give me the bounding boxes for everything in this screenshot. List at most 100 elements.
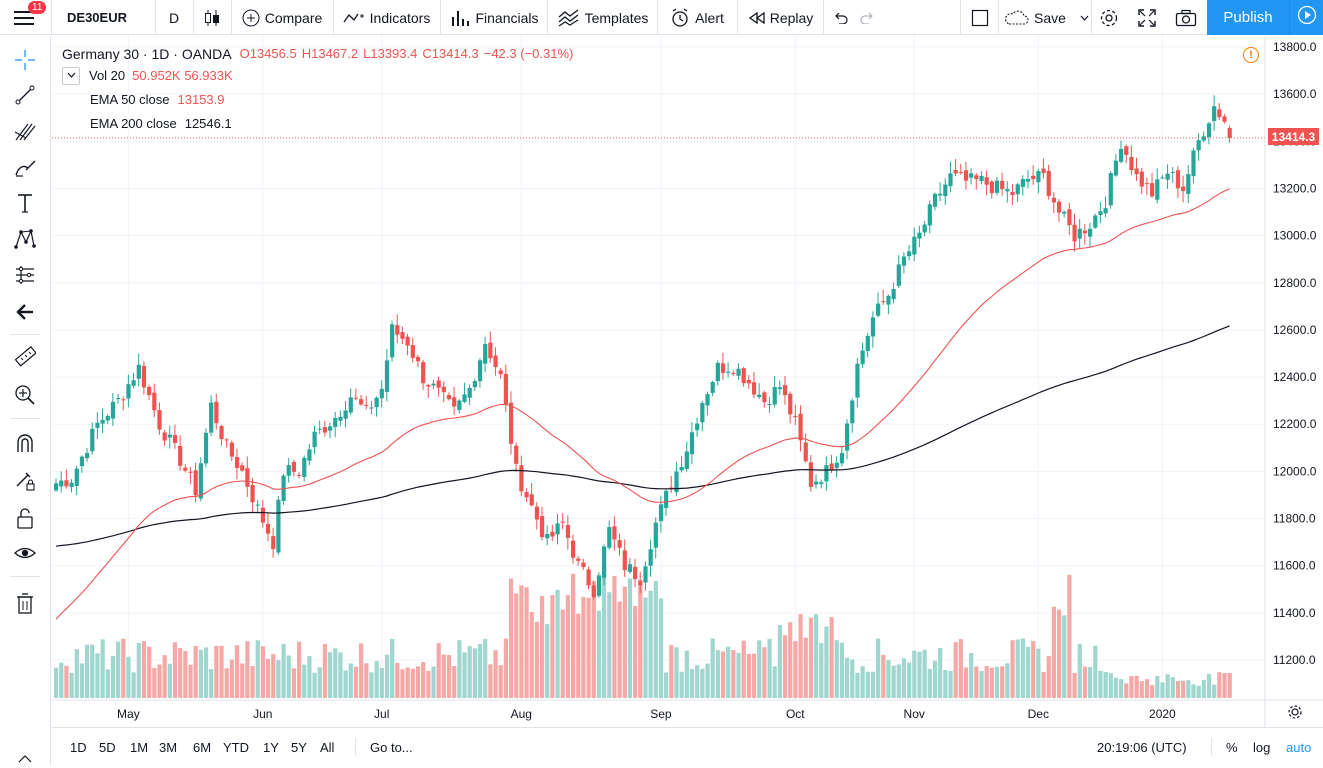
- volume-bar: [519, 585, 524, 698]
- templates-button[interactable]: Templates: [555, 0, 651, 35]
- volume-bar: [203, 647, 209, 698]
- candle-body: [581, 562, 586, 568]
- ema200-label[interactable]: EMA 200 close: [90, 116, 177, 131]
- auto-toggle[interactable]: auto: [1286, 728, 1311, 766]
- fibonacci-tool[interactable]: [11, 119, 39, 147]
- candle-body: [741, 368, 746, 384]
- legend-close: C13414.3: [422, 46, 479, 61]
- collapse-toolbar-button[interactable]: [11, 752, 39, 766]
- volume-bar: [974, 666, 979, 698]
- zoom-tool[interactable]: [11, 383, 39, 411]
- volume-bar: [700, 668, 705, 698]
- magnet-tool[interactable]: [11, 431, 39, 459]
- price-tick-label: 11200.0: [1273, 653, 1316, 667]
- candle-body: [343, 410, 348, 419]
- clock-display[interactable]: 20:19:06 (UTC): [1097, 728, 1187, 766]
- prediction-tool[interactable]: [11, 263, 39, 291]
- volume-bar: [198, 649, 203, 698]
- redo-button[interactable]: [857, 0, 879, 35]
- measure-lines-icon: [14, 264, 36, 291]
- brush-tool[interactable]: [11, 155, 39, 183]
- indicators-button[interactable]: Indicators: [340, 0, 433, 35]
- alert-button[interactable]: Alert: [664, 0, 730, 35]
- settings-button[interactable]: [1095, 0, 1123, 35]
- lock-all-tool[interactable]: [11, 506, 39, 534]
- volume-bar: [1041, 672, 1046, 698]
- clock-label: 20:19:06 (UTC): [1097, 739, 1187, 755]
- range-5d-button[interactable]: 5D: [99, 728, 116, 766]
- visibility-tool[interactable]: [11, 541, 39, 569]
- candle-body: [948, 173, 953, 187]
- log-toggle[interactable]: log: [1253, 728, 1270, 766]
- volume-bar: [54, 667, 59, 698]
- ema50-label[interactable]: EMA 50 close: [90, 92, 170, 107]
- volume-bar: [1015, 639, 1020, 698]
- price-tick-label: 12600.0: [1273, 323, 1317, 337]
- publish-button[interactable]: Publish: [1207, 0, 1289, 35]
- trend-line-tool[interactable]: [11, 83, 39, 111]
- rewind-icon: [748, 11, 765, 24]
- save-button[interactable]: Save: [1004, 0, 1089, 35]
- candle-body: [1160, 177, 1165, 179]
- candle-body: [627, 564, 633, 572]
- time-axis[interactable]: May Jun Jul Aug Sep Oct Nov Dec 2020: [117, 707, 1176, 721]
- snapshot-button[interactable]: [1172, 0, 1200, 35]
- range-1m-button[interactable]: 1M: [130, 728, 148, 766]
- volume-bar: [674, 647, 679, 698]
- price-chart[interactable]: 11200.0 11400.0 11600.0 11800.0 12000.0 12200…: [52, 36, 1323, 727]
- range-6m-button[interactable]: 6M: [193, 728, 211, 766]
- menu-button[interactable]: [8, 0, 40, 35]
- ruler-tool[interactable]: [11, 345, 39, 373]
- percent-toggle[interactable]: %: [1226, 728, 1238, 766]
- layout-button[interactable]: [966, 0, 994, 35]
- legend-title[interactable]: Germany 30 · 1D · OANDA: [62, 46, 232, 62]
- volume-bar: [581, 596, 586, 698]
- volume-bar: [943, 670, 948, 698]
- volume-bar: [147, 646, 152, 698]
- crosshair-tool[interactable]: [11, 48, 39, 76]
- volume-bar: [917, 651, 922, 698]
- volume-bar: [1056, 609, 1062, 698]
- hamburger-icon: [14, 10, 34, 26]
- range-ytd-button[interactable]: YTD: [223, 728, 249, 766]
- candle-body: [705, 394, 710, 406]
- candle-body: [1108, 173, 1113, 206]
- pattern-tool[interactable]: [11, 227, 39, 255]
- goto-button[interactable]: Go to...: [370, 728, 413, 766]
- warning-icon[interactable]: !: [1243, 47, 1259, 63]
- range-1d-button[interactable]: 1D: [70, 728, 87, 766]
- candle-body: [963, 170, 969, 181]
- remove-drawings-tool[interactable]: [11, 591, 39, 619]
- text-tool[interactable]: [11, 191, 39, 219]
- candle-body: [508, 402, 514, 444]
- volume-bar: [162, 655, 167, 698]
- candle-body: [638, 581, 643, 586]
- fullscreen-button[interactable]: [1133, 0, 1161, 35]
- axis-settings-button[interactable]: [1288, 705, 1302, 719]
- chart-type-button[interactable]: [198, 0, 226, 35]
- range-all-button[interactable]: All: [320, 728, 334, 766]
- arrow-tool[interactable]: [11, 300, 39, 328]
- lock-drawing-tool[interactable]: [11, 468, 39, 496]
- range-5y-button[interactable]: 5Y: [291, 728, 307, 766]
- interval-button[interactable]: D: [160, 0, 188, 35]
- volume-bar: [1108, 673, 1113, 698]
- candle-body: [1134, 168, 1139, 175]
- volume-bar: [803, 637, 808, 698]
- play-button[interactable]: [1289, 0, 1323, 35]
- candle-body: [79, 456, 85, 467]
- volume-bar: [1005, 663, 1010, 698]
- compare-button[interactable]: Compare: [238, 0, 326, 35]
- financials-button[interactable]: Financials: [448, 0, 541, 35]
- undo-button[interactable]: [829, 0, 851, 35]
- volume-label[interactable]: Vol 20: [89, 68, 126, 83]
- range-1y-button[interactable]: 1Y: [263, 728, 279, 766]
- replay-button[interactable]: Replay: [744, 0, 818, 35]
- symbol-search-button[interactable]: DE30EUR: [58, 0, 136, 35]
- range-3m-button[interactable]: 3M: [159, 728, 177, 766]
- collapse-legend-button[interactable]: [62, 67, 80, 85]
- log-label: log: [1253, 739, 1271, 755]
- volume-bar: [405, 667, 410, 698]
- candle-body: [555, 523, 560, 535]
- candle-body: [695, 423, 700, 431]
